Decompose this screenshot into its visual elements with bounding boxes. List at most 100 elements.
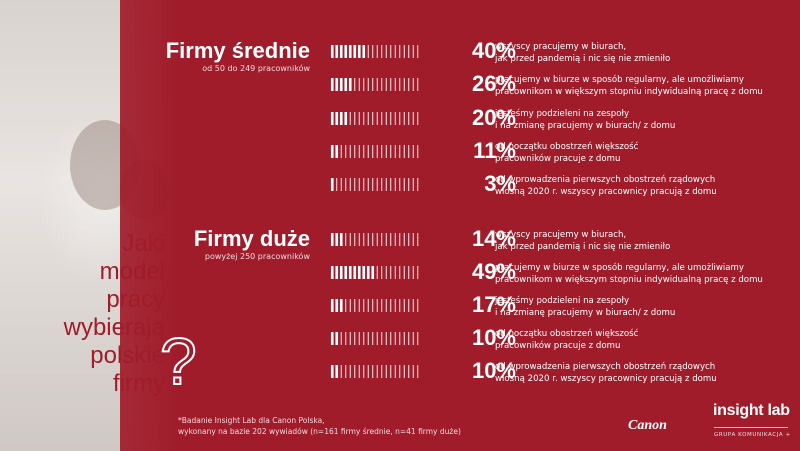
tally-tick-empty <box>408 78 410 91</box>
tally-tick-filled <box>335 78 339 91</box>
tally-tick-empty <box>399 112 401 125</box>
result-row: 3% od wprowadzenia pierwszych obostrzeń … <box>330 171 760 197</box>
answer-description: jesteśmy podzieleni na zespoły i na zmia… <box>495 108 765 132</box>
tally-tick-filled <box>344 45 348 58</box>
tally-tick-empty <box>336 178 338 191</box>
tally-tick-empty <box>403 299 405 312</box>
group-subtitle-medium: od 50 do 249 pracowników <box>202 64 310 73</box>
tally-bar <box>330 266 419 279</box>
answer-description: od początku obostrzeń większość pracowni… <box>495 141 765 165</box>
tally-tick-empty <box>394 332 396 345</box>
tally-tick-empty <box>412 233 414 246</box>
tally-tick-empty <box>376 299 378 312</box>
tally-tick-empty <box>408 178 410 191</box>
tally-tick-empty <box>403 178 405 191</box>
tally-bar <box>330 332 419 345</box>
answer-line: pracownikom w większym stopniu indywidua… <box>495 275 763 285</box>
tally-tick-filled <box>330 365 334 378</box>
tally-tick-empty <box>385 332 387 345</box>
percent-label: 40% <box>471 38 516 63</box>
tally-tick-empty <box>390 112 392 125</box>
tally-tick-empty <box>367 299 369 312</box>
tally-tick-empty <box>349 233 351 246</box>
answer-line: i na zmianę pracujemy w biurach/ z domu <box>495 308 676 318</box>
tally-tick-empty <box>349 178 351 191</box>
tally-tick-empty <box>367 178 369 191</box>
tally-tick-empty <box>390 78 392 91</box>
tally-tick-empty <box>358 112 360 125</box>
tally-tick-empty <box>408 299 410 312</box>
question-word: polskie <box>90 342 165 369</box>
question-word: wybierają <box>63 314 165 341</box>
insight-lab-logo: insight lab <box>713 402 790 419</box>
tally-tick-filled <box>339 112 343 125</box>
tally-tick-empty <box>340 332 342 345</box>
tally-tick-empty <box>390 332 392 345</box>
tally-tick-empty <box>399 365 401 378</box>
tally-tick-empty <box>399 266 401 279</box>
tally-tick-empty <box>403 45 405 58</box>
tally-tick-empty <box>390 266 392 279</box>
tally-tick-empty <box>340 365 342 378</box>
answer-line: od wprowadzenia pierwszych obostrzeń rzą… <box>495 175 716 185</box>
tally-tick-empty <box>385 233 387 246</box>
percent-label: 10% <box>471 358 516 383</box>
tally-tick-empty <box>408 45 410 58</box>
answer-line: od wprowadzenia pierwszych obostrzeń rzą… <box>495 362 716 372</box>
tally-tick-empty <box>381 178 383 191</box>
tally-tick-empty <box>399 332 401 345</box>
tally-tick-filled <box>348 45 352 58</box>
tally-tick-empty <box>376 266 378 279</box>
tally-tick-filled <box>335 299 339 312</box>
tally-tick-empty <box>381 332 383 345</box>
tally-tick-empty <box>372 332 374 345</box>
tally-tick-empty <box>394 78 396 91</box>
tally-tick-empty <box>412 112 414 125</box>
tally-tick-empty <box>412 45 414 58</box>
tally-tick-empty <box>399 233 401 246</box>
percent-label: 3% <box>484 171 516 196</box>
tally-tick-empty <box>354 299 356 312</box>
tally-tick-empty <box>417 233 419 246</box>
tally-tick-empty <box>372 178 374 191</box>
percent-label: 11% <box>473 138 516 163</box>
result-row: 17% jesteśmy podzieleni na zespoły i na … <box>330 292 760 318</box>
tally-tick-empty <box>358 299 360 312</box>
tally-tick-empty <box>408 233 410 246</box>
tally-tick-empty <box>354 178 356 191</box>
tally-tick-empty <box>376 145 378 158</box>
tally-tick-empty <box>363 233 365 246</box>
answer-line: jak przed pandemią i nic się nie zmienił… <box>495 54 671 64</box>
answer-description: od wprowadzenia pierwszych obostrzeń rzą… <box>495 361 765 385</box>
tally-tick-filled <box>335 332 339 345</box>
tally-tick-empty <box>399 45 401 58</box>
tally-tick-filled <box>330 233 334 246</box>
answer-description: wszyscy pracujemy w biurach, jak przed p… <box>495 41 765 65</box>
tally-tick-empty <box>394 145 396 158</box>
tally-tick-filled <box>335 233 339 246</box>
tally-tick-filled <box>344 78 348 91</box>
tally-tick-empty <box>354 145 356 158</box>
tally-tick-filled <box>344 112 348 125</box>
grupa-komunikacja-logo: GRUPA KOMUNIKACJA + <box>714 432 791 438</box>
tally-tick-empty <box>385 45 387 58</box>
tally-tick-filled <box>348 78 352 91</box>
tally-tick-empty <box>367 332 369 345</box>
tally-tick-filled <box>335 266 339 279</box>
tally-tick-empty <box>390 178 392 191</box>
tally-tick-empty <box>412 299 414 312</box>
tally-tick-empty <box>403 332 405 345</box>
tally-tick-empty <box>403 112 405 125</box>
tally-tick-empty <box>417 112 419 125</box>
tally-tick-empty <box>367 112 369 125</box>
answer-line: jak przed pandemią i nic się nie zmienił… <box>495 242 671 252</box>
tally-bar <box>330 233 419 246</box>
tally-tick-empty <box>408 266 410 279</box>
answer-line: wszyscy pracujemy w biurach, <box>495 230 627 240</box>
answer-line: pracownikom w większym stopniu indywidua… <box>495 87 763 97</box>
tally-tick-empty <box>399 145 401 158</box>
tally-tick-empty <box>349 112 351 125</box>
tally-tick-filled <box>357 266 361 279</box>
question-word: Jaki <box>122 230 165 257</box>
percent-label: 17% <box>471 292 516 317</box>
